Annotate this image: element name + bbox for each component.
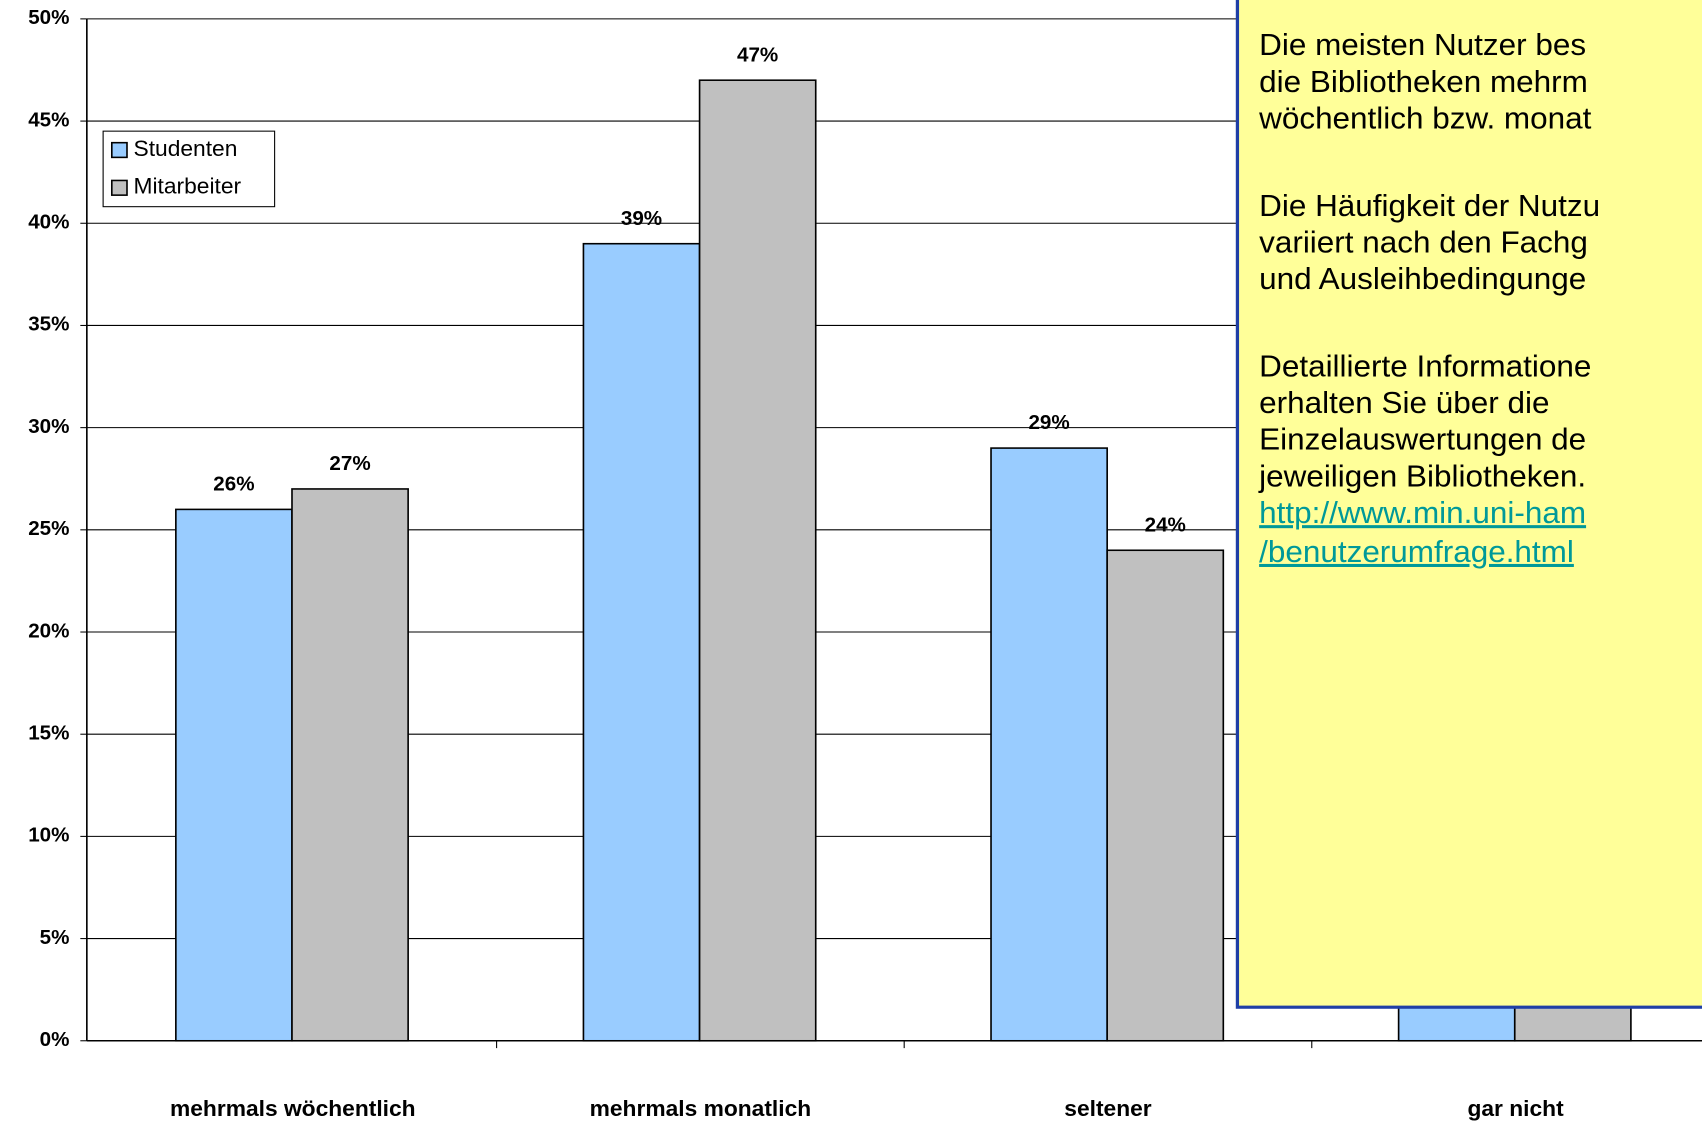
annotation-text: und Ausleihbedingunge bbox=[1259, 262, 1586, 296]
annotation-text: wöchentlich bzw. monat bbox=[1258, 101, 1592, 135]
y-tick-label: 35% bbox=[28, 314, 69, 336]
value-label: 47% bbox=[737, 45, 778, 67]
annotation-link[interactable]: /benutzerumfrage.html bbox=[1259, 534, 1574, 568]
bar bbox=[175, 508, 293, 1042]
y-tick-label: 30% bbox=[28, 416, 69, 438]
annotation-link[interactable]: http://www.min.uni-ham bbox=[1259, 496, 1586, 530]
y-tick-label: 25% bbox=[28, 518, 69, 540]
y-tick-label: 20% bbox=[28, 621, 69, 643]
bar bbox=[990, 447, 1108, 1042]
annotation-text: jeweiligen Bibliotheken. bbox=[1258, 459, 1586, 493]
value-label: 29% bbox=[1028, 413, 1069, 435]
x-tick-label: mehrmals monatlich bbox=[590, 1096, 812, 1121]
annotation-text: Einzelauswertungen de bbox=[1259, 422, 1586, 456]
x-tick-label: gar nicht bbox=[1467, 1096, 1564, 1121]
y-tick-label: 40% bbox=[28, 212, 69, 234]
y-tick-label: 0% bbox=[40, 1029, 70, 1051]
value-label: 26% bbox=[213, 474, 254, 496]
x-tick-label: mehrmals wöchentlich bbox=[170, 1096, 416, 1121]
annotation-box bbox=[1235, 0, 1702, 1009]
annotation-text: Die Häufigkeit der Nutzu bbox=[1259, 188, 1600, 222]
bar bbox=[582, 242, 701, 1042]
y-tick-label: 5% bbox=[40, 927, 70, 949]
y-tick-label: 10% bbox=[28, 825, 69, 847]
annotation-text: variiert nach den Fachg bbox=[1259, 225, 1588, 259]
bar bbox=[291, 488, 409, 1042]
bar bbox=[1106, 549, 1225, 1042]
annotation-text: Die meisten Nutzer bes bbox=[1259, 28, 1586, 62]
legend-swatch bbox=[110, 141, 128, 159]
y-tick-label: 15% bbox=[28, 723, 69, 745]
y-tick-label: 50% bbox=[28, 7, 69, 29]
x-tick-label: seltener bbox=[1064, 1096, 1152, 1121]
value-label: 27% bbox=[329, 453, 370, 475]
annotation-text: Detaillierte Informatione bbox=[1259, 349, 1591, 383]
legend-label: Studenten bbox=[134, 136, 238, 161]
value-label: 39% bbox=[621, 208, 662, 230]
legend: Studenten Mitarbeiter bbox=[102, 130, 276, 208]
y-tick-label: 45% bbox=[28, 110, 69, 132]
value-label: 24% bbox=[1145, 515, 1186, 537]
annotation-text: die Bibliotheken mehrm bbox=[1259, 64, 1588, 98]
annotation-text: erhalten Sie über die bbox=[1259, 385, 1549, 419]
bar bbox=[698, 79, 817, 1042]
legend-label: Mitarbeiter bbox=[134, 174, 242, 199]
legend-box bbox=[102, 130, 276, 208]
legend-swatch bbox=[110, 179, 128, 196]
